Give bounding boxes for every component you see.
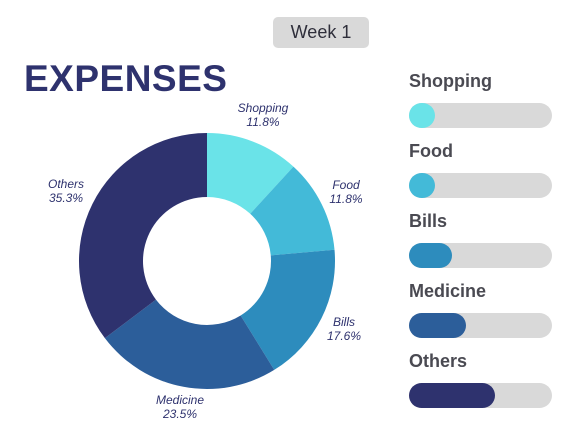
slice-label-food: Food (332, 178, 360, 192)
slice-label-shopping: Shopping (238, 101, 289, 115)
legend-item-food: Food (409, 141, 553, 198)
slice-value-medicine: 23.5% (162, 407, 197, 421)
week-label: Week 1 (290, 22, 352, 42)
legend-item-bills: Bills (409, 211, 553, 268)
progress-track-shopping (409, 103, 552, 128)
progress-fill-shopping (409, 103, 435, 128)
week-selector[interactable]: Week 1 (273, 17, 369, 48)
slice-label-medicine: Medicine (156, 393, 204, 407)
slice-bills (240, 249, 335, 370)
progress-track-medicine (409, 313, 552, 338)
legend-label-bills: Bills (409, 211, 448, 231)
legend-item-medicine: Medicine (409, 281, 553, 338)
progress-track-bills (409, 243, 552, 268)
legend-label-others: Others (409, 351, 468, 371)
slice-others (78, 133, 207, 339)
legend-label-shopping: Shopping (409, 71, 492, 91)
slice-label-bills: Bills (333, 315, 355, 329)
legend-label-food: Food (409, 141, 453, 161)
slice-value-others: 35.3% (49, 191, 83, 205)
slice-medicine (104, 299, 275, 389)
slice-value-shopping: 11.8% (246, 115, 279, 129)
slice-food (250, 166, 335, 256)
legend-item-shopping: Shopping (409, 71, 553, 128)
progress-fill-medicine (409, 313, 466, 338)
legend-label-medicine: Medicine (409, 281, 487, 301)
slice-shopping (207, 133, 294, 214)
slice-value-bills: 17.6% (327, 329, 361, 343)
progress-track-food (409, 173, 552, 198)
chart-title: EXPENSES (24, 58, 228, 99)
slice-label-others: Others (48, 177, 84, 191)
slice-value-food: 11.8% (329, 192, 362, 206)
progress-fill-food (409, 173, 435, 198)
progress-track-others (409, 383, 552, 408)
progress-fill-others (409, 383, 495, 408)
progress-fill-bills (409, 243, 452, 268)
legend-item-others: Others (409, 351, 553, 408)
